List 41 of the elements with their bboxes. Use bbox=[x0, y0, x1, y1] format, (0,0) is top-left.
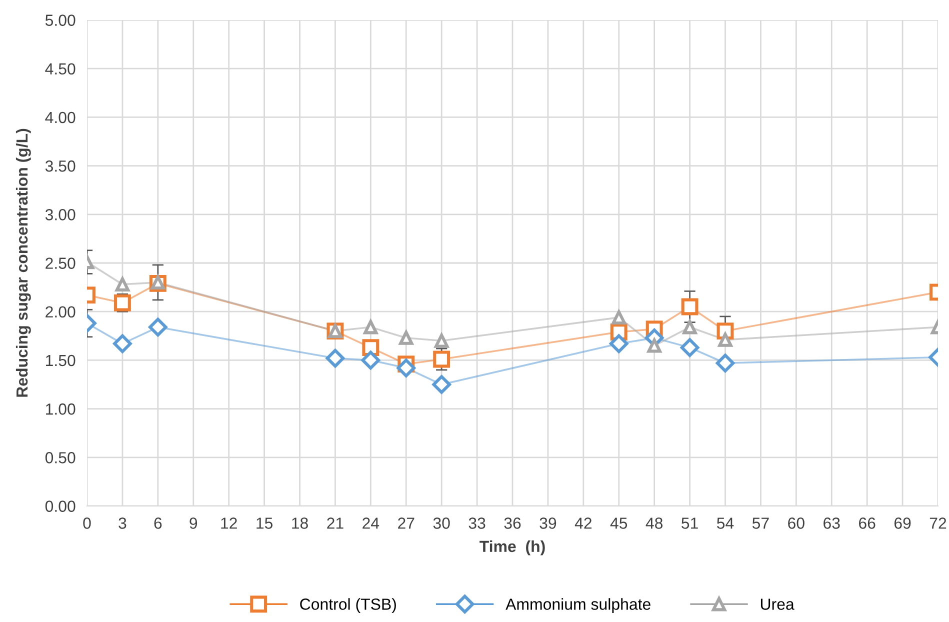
y-tick-label: 0.50 bbox=[45, 452, 76, 464]
x-tick-label: 0 bbox=[83, 518, 91, 529]
x-tick-label: 15 bbox=[256, 518, 273, 529]
x-tick-label: 12 bbox=[221, 518, 237, 529]
y-tick-label: 3.50 bbox=[45, 160, 76, 172]
legend-label: Control (TSB) bbox=[300, 598, 396, 614]
x-tick-label: 3 bbox=[118, 518, 126, 529]
y-tick-label: 0.00 bbox=[45, 500, 76, 512]
x-tick-label: 63 bbox=[824, 518, 840, 529]
x-tick-label: 60 bbox=[788, 518, 804, 529]
legend-label: Urea bbox=[760, 598, 794, 610]
y-tick-label: 3.00 bbox=[45, 209, 76, 220]
x-tick-label: 36 bbox=[504, 518, 521, 529]
x-tick-label: 69 bbox=[894, 518, 911, 529]
y-tick-label: 2.50 bbox=[46, 258, 76, 269]
y-tick-label: 4.00 bbox=[45, 112, 76, 124]
x-tick-label: 54 bbox=[717, 518, 734, 529]
y-tick-label: 1.50 bbox=[46, 354, 76, 366]
x-tick-label: 42 bbox=[574, 518, 592, 529]
y-tick-label: 4.50 bbox=[45, 63, 76, 75]
legend-label: Ammonium sulphate bbox=[506, 598, 650, 614]
x-tick-label: 72 bbox=[930, 518, 946, 529]
x-tick-label: 27 bbox=[398, 518, 414, 529]
x-tick-label: 57 bbox=[752, 518, 769, 529]
x-tick-label: 21 bbox=[327, 518, 344, 529]
x-tick-label: 6 bbox=[154, 518, 162, 529]
x-tick-label: 39 bbox=[540, 518, 556, 529]
x-tick-label: 66 bbox=[859, 518, 876, 529]
x-tick-label: 9 bbox=[190, 518, 198, 529]
x-tick-label: 51 bbox=[682, 518, 698, 529]
x-tick-label: 48 bbox=[646, 518, 663, 529]
x-tick-label: 24 bbox=[362, 518, 380, 529]
y-tick-label: 2.00 bbox=[46, 306, 76, 318]
x-tick-label: 45 bbox=[610, 518, 628, 529]
y-tick-label: 1.00 bbox=[46, 403, 76, 415]
y-tick-label: 5.00 bbox=[45, 14, 76, 26]
x-tick-label: 30 bbox=[433, 518, 450, 529]
y-axis-title: Reducing sugar concentration (g/L) bbox=[16, 128, 31, 397]
x-tick-label: 33 bbox=[468, 518, 486, 529]
x-axis-title: Time (h) bbox=[480, 540, 545, 556]
x-tick-label: 18 bbox=[292, 518, 308, 529]
